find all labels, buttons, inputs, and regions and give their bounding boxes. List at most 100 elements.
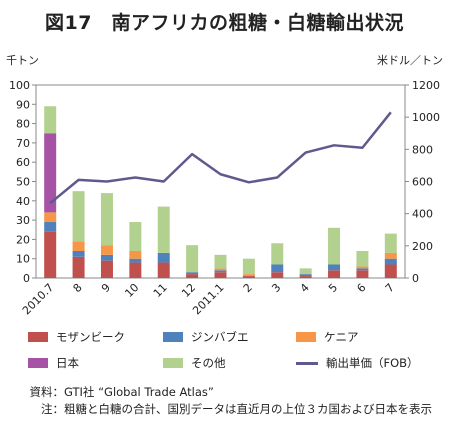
bar-segment	[186, 245, 199, 273]
bar-segment	[356, 270, 369, 278]
x-tick-label: 7	[383, 281, 397, 295]
notes: 資料： GTI社 “Global Trade Atlas” 注： 粗糖と白糖の合…	[6, 384, 446, 418]
note-source-head: 資料：	[29, 385, 65, 399]
x-tick-label: 10	[122, 281, 141, 300]
chart-plot: 0102030405060708090100020040060080010001…	[9, 79, 440, 317]
legend-item: その他	[163, 356, 226, 370]
bar-segment	[72, 191, 85, 242]
legend-item: モザンビーク	[28, 330, 125, 344]
legend-item: ケニア	[296, 330, 359, 344]
left-tick-label: 0	[23, 272, 30, 285]
bar-segment	[72, 241, 85, 251]
left-tick-label: 70	[16, 137, 30, 150]
bar-segment	[129, 258, 142, 263]
right-tick-label: 1000	[412, 111, 440, 124]
x-tick-label: 6	[354, 281, 368, 295]
x-tick-label: 9	[99, 281, 113, 295]
x-tick-label: 3	[269, 281, 283, 295]
legend-swatch	[163, 332, 183, 342]
bar-segment	[214, 272, 227, 278]
bar-segment	[328, 227, 341, 265]
right-tick-label: 800	[412, 143, 433, 156]
bar-segment	[72, 250, 85, 257]
bar-segment	[299, 274, 312, 277]
legend-label: ジンバブエ	[191, 330, 249, 344]
bar-segment	[186, 272, 199, 275]
bar-segment	[356, 250, 369, 267]
note-remark: 注： 粗糖と白糖の合計、国別データは直近月の上位３カ国および日本を表示	[6, 401, 446, 418]
bar-segment	[214, 254, 227, 269]
legend-item: 日本	[28, 356, 79, 370]
right-tick-label: 0	[412, 272, 419, 285]
bar-segment	[299, 268, 312, 275]
bar-segment	[44, 231, 57, 278]
right-axis-unit: 米ドル／トン	[377, 54, 443, 67]
left-tick-label: 60	[16, 156, 30, 169]
legend-line-swatch	[296, 361, 318, 365]
legend-label: 輸出単価（FOB）	[326, 356, 419, 370]
bar-segment	[44, 212, 57, 223]
left-tick-label: 30	[16, 214, 30, 227]
bar-segment	[129, 262, 142, 278]
x-tick-label: 12	[179, 281, 198, 300]
x-tick-label: 2010.7	[20, 281, 56, 317]
legend-label: 日本	[56, 356, 79, 370]
x-tick-label: 8	[71, 281, 85, 295]
bar-segment	[356, 268, 369, 271]
legend-swatch	[163, 358, 183, 368]
bar-segment	[157, 206, 170, 253]
x-tick-label: 11	[151, 281, 170, 300]
x-tick-label: 2	[241, 281, 255, 295]
bar-segment	[356, 266, 369, 269]
note-source-text: GTI社 “Global Trade Atlas”	[64, 385, 214, 399]
bar-segment	[44, 133, 57, 213]
bar-segment	[242, 258, 255, 275]
bar-segment	[186, 274, 199, 278]
legend-label: その他	[191, 356, 226, 370]
legend-item: 輸出単価（FOB）	[296, 356, 419, 370]
chart-title: 図17 南アフリカの粗糖・白糖輸出状況	[45, 12, 404, 34]
bar-segment	[100, 193, 113, 246]
note-remark-text: 粗糖と白糖の合計、国別データは直近月の上位３カ国および日本を表示	[64, 402, 432, 416]
bar-segment	[271, 272, 284, 278]
left-axis-unit: 千トン	[6, 54, 39, 67]
left-tick-label: 80	[16, 118, 30, 131]
right-tick-label: 200	[412, 240, 433, 253]
bar-segment	[242, 274, 255, 277]
bar-segment	[328, 270, 341, 278]
bar-segment	[384, 258, 397, 265]
bar-segment	[384, 264, 397, 278]
note-source: 資料： GTI社 “Global Trade Atlas”	[6, 384, 446, 401]
note-remark-head: 注：	[41, 402, 64, 416]
bar-segment	[72, 256, 85, 278]
left-tick-label: 20	[16, 233, 30, 246]
left-tick-label: 40	[16, 195, 30, 208]
right-tick-label: 1200	[412, 79, 440, 92]
x-tick-label: 2011.1	[190, 281, 226, 317]
right-tick-label: 400	[412, 208, 433, 221]
legend-item: ジンバブエ	[163, 330, 249, 344]
bar-segment	[157, 262, 170, 278]
left-tick-label: 10	[16, 253, 30, 266]
left-tick-label: 90	[16, 98, 30, 111]
bar-segment	[384, 252, 397, 259]
bar-segment	[44, 106, 57, 134]
bar-segment	[271, 243, 284, 265]
legend-swatch	[28, 332, 48, 342]
bar-segment	[299, 276, 312, 278]
bar-segment	[242, 276, 255, 278]
bar-segment	[100, 245, 113, 255]
unit-price-line	[49, 111, 392, 205]
bar-segment	[100, 254, 113, 261]
legend-swatch	[296, 332, 316, 342]
right-tick-label: 600	[412, 176, 433, 189]
bar-segment	[100, 260, 113, 278]
bar-segment	[214, 270, 227, 273]
x-tick-label: 5	[326, 281, 340, 295]
x-tick-label: 4	[298, 281, 312, 295]
bar-segment	[271, 264, 284, 273]
bar-segment	[214, 268, 227, 271]
bar-segment	[44, 222, 57, 232]
left-tick-label: 50	[16, 176, 30, 189]
bar-segment	[328, 264, 341, 271]
